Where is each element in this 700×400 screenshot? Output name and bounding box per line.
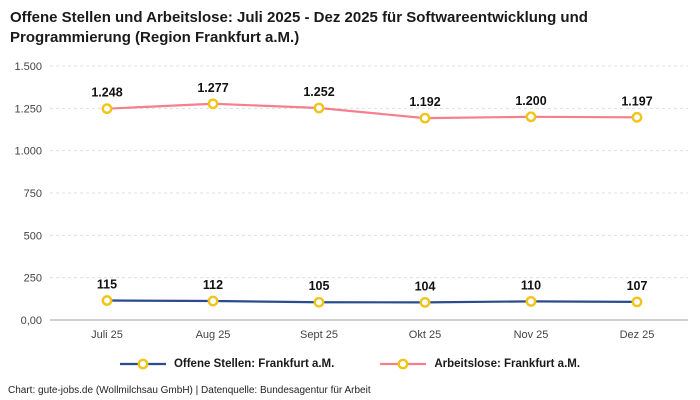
svg-text:1.192: 1.192 [409, 95, 440, 109]
svg-text:0,00: 0,00 [21, 315, 42, 327]
svg-text:115: 115 [97, 278, 117, 292]
svg-text:1.200: 1.200 [515, 94, 546, 108]
line-chart: 0,00 250 500 750 1.000 1.250 1.500 Juli 25 Aug 2… [14, 61, 688, 341]
svg-text:1.500: 1.500 [14, 61, 42, 73]
svg-text:Dez 25: Dez 25 [620, 329, 655, 341]
svg-text:Juli 25: Juli 25 [91, 329, 123, 341]
svg-text:107: 107 [627, 279, 648, 293]
svg-text:1.197: 1.197 [621, 94, 652, 108]
line-marker-icon [380, 358, 427, 370]
svg-text:104: 104 [415, 279, 436, 293]
svg-text:Okt 25: Okt 25 [409, 329, 441, 341]
chart-legend: Offene Stellen: Frankfurt a.M. Arbeitslo… [0, 357, 700, 371]
svg-text:1.252: 1.252 [303, 85, 334, 99]
svg-text:250: 250 [24, 273, 42, 285]
svg-text:1.000: 1.000 [14, 146, 42, 158]
svg-text:112: 112 [203, 278, 223, 292]
legend-item-arbeitslose: Arbeitslose: Frankfurt a.M. [380, 357, 580, 371]
svg-text:1.277: 1.277 [197, 81, 228, 95]
svg-text:500: 500 [24, 230, 42, 242]
legend-label: Arbeitslose: Frankfurt a.M. [434, 358, 581, 370]
line-marker-icon [119, 358, 166, 370]
svg-text:1.248: 1.248 [91, 86, 122, 100]
svg-text:750: 750 [24, 188, 42, 200]
footer-credit: Chart: gute-jobs.de (Wollmilchsau GmbH) … [8, 385, 371, 396]
svg-text:Sept 25: Sept 25 [300, 329, 338, 341]
svg-text:1.250: 1.250 [14, 103, 42, 115]
svg-text:Nov 25: Nov 25 [514, 329, 549, 341]
legend-label: Offene Stellen: Frankfurt a.M. [173, 358, 335, 370]
svg-text:105: 105 [309, 279, 330, 293]
svg-text:110: 110 [521, 278, 541, 292]
chart-title: Offene Stellen und Arbeitslose: Juli 202… [10, 9, 588, 47]
svg-text:Aug 25: Aug 25 [196, 329, 231, 341]
legend-item-offene-stellen: Offene Stellen: Frankfurt a.M. [119, 357, 335, 371]
